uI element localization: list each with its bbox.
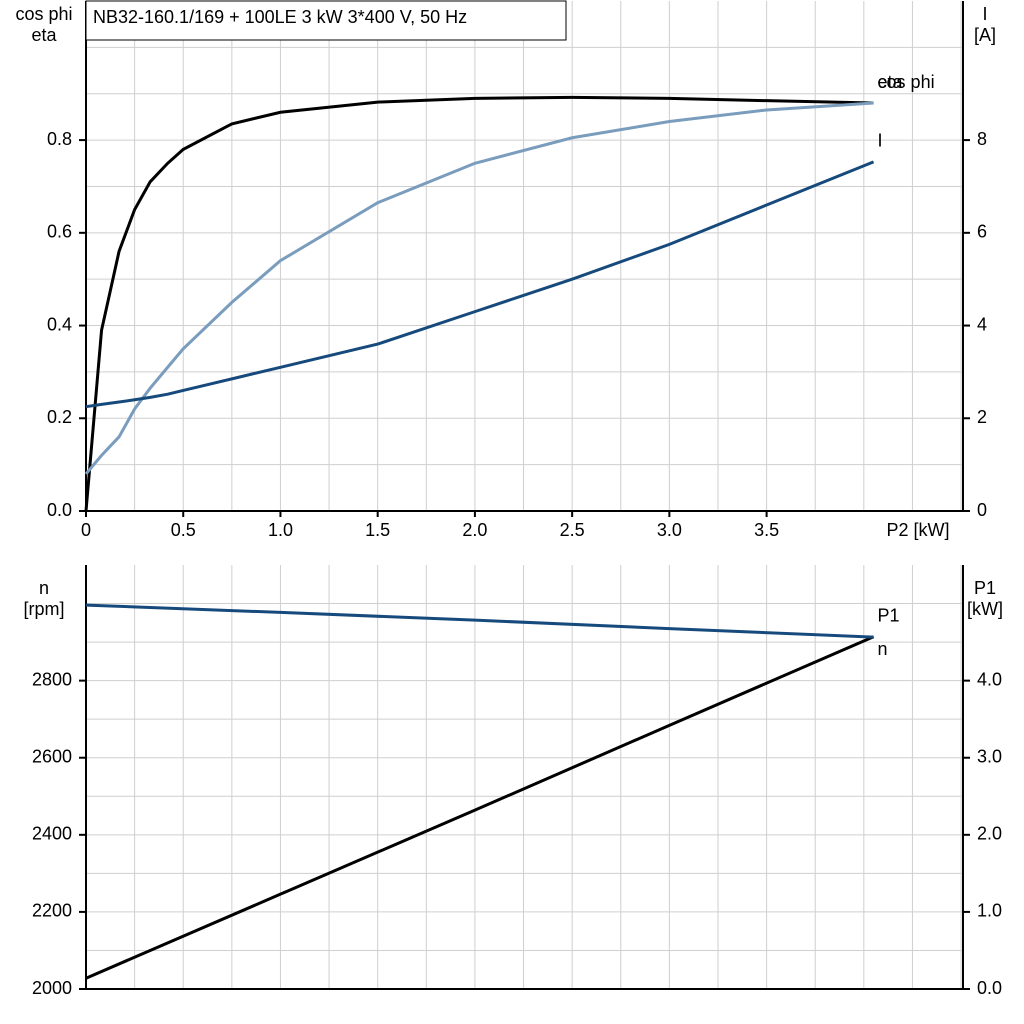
title-box [85, 0, 567, 41]
y2-tick-label: 2.0 [977, 824, 1002, 844]
plot-area [86, 565, 963, 989]
y-tick-label: 2200 [32, 901, 72, 921]
y2-tick-label: 1.0 [977, 901, 1002, 921]
y-axis-label: eta [31, 25, 57, 45]
x-tick-label: 1.5 [365, 520, 390, 540]
y2-axis-label: [kW] [967, 599, 1003, 619]
series-line [84, 101, 874, 475]
y-tick-label: 0.4 [47, 314, 72, 334]
y2-tick-label: 6 [977, 222, 987, 242]
series-label: cos phi [878, 72, 935, 92]
chart-title: NB32-160.1/169 + 100LE 3 kW 3*400 V, 50 … [93, 7, 467, 27]
series-line [85, 635, 875, 980]
x-tick-label: 1.0 [268, 520, 293, 540]
series-line [85, 160, 875, 409]
x-tick-label: 3.0 [657, 520, 682, 540]
series-label: n [878, 639, 888, 659]
y2-tick-label: 3.0 [977, 746, 1002, 766]
y2-axis-label: P1 [974, 578, 996, 598]
y-axis-label: cos phi [15, 4, 72, 24]
y2-tick-label: 4 [977, 314, 987, 334]
x-tick-label: 2.5 [560, 520, 585, 540]
y-axis-label: n [39, 578, 49, 598]
y2-axis-label: I [982, 4, 987, 24]
y2-tick-label: 2 [977, 407, 987, 427]
x-tick-label: 2.0 [462, 520, 487, 540]
series-label: I [878, 131, 883, 151]
y-tick-label: 0.8 [47, 129, 72, 149]
x-tick-label: 0 [81, 520, 91, 540]
series-label: P1 [878, 605, 900, 625]
y2-tick-label: 0.0 [977, 978, 1002, 998]
y2-tick-label: 0 [977, 500, 987, 520]
plot-area [86, 1, 963, 511]
y2-tick-label: 8 [977, 129, 987, 149]
y-tick-label: 2400 [32, 824, 72, 844]
series-line [84, 95, 874, 512]
y2-tick-label: 4.0 [977, 669, 1002, 689]
series-label: eta [878, 72, 904, 92]
y-axis-label: [rpm] [23, 599, 64, 619]
y-tick-label: 0.6 [47, 222, 72, 242]
x-tick-label: 0.5 [171, 520, 196, 540]
y-tick-label: 0.0 [47, 500, 72, 520]
y-tick-label: 0.2 [47, 407, 72, 427]
y2-axis-label: [A] [974, 25, 996, 45]
y-tick-label: 2000 [32, 978, 72, 998]
x-axis-label: P2 [kW] [886, 520, 949, 540]
y-tick-label: 2600 [32, 746, 72, 766]
series-line [85, 603, 874, 639]
y-tick-label: 2800 [32, 669, 72, 689]
x-tick-label: 3.5 [754, 520, 779, 540]
